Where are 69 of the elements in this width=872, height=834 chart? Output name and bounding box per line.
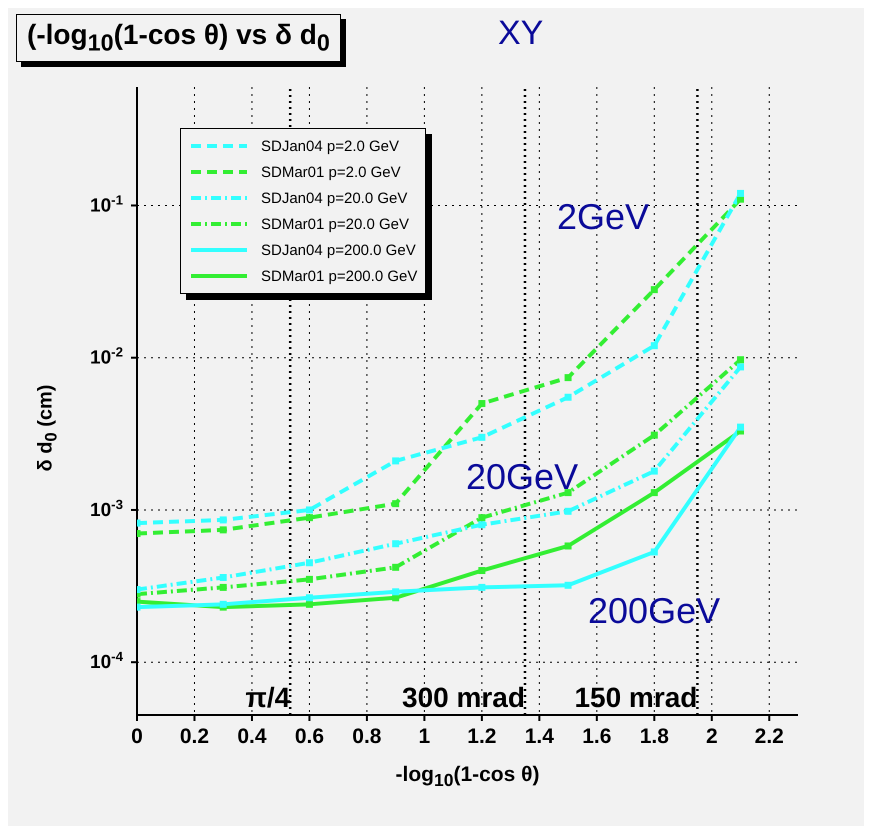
legend-label: SDJan04 p=200.0 GeV bbox=[261, 242, 416, 258]
point bbox=[478, 400, 486, 408]
ref-line-label: 300 mrad bbox=[402, 682, 525, 713]
point bbox=[737, 190, 744, 197]
y-tick-label: 10$^{-1}$ bbox=[90, 192, 124, 216]
point bbox=[650, 468, 658, 475]
point bbox=[650, 548, 658, 556]
point bbox=[306, 594, 313, 602]
annotation: 2GeV bbox=[557, 196, 650, 238]
point bbox=[306, 600, 313, 608]
point bbox=[306, 576, 313, 583]
x-tick-label: 0.2 bbox=[180, 725, 210, 748]
legend-label: SDMar01 p=2.0 GeV bbox=[261, 164, 401, 180]
x-tick-label: 0.4 bbox=[237, 725, 267, 748]
point bbox=[392, 500, 400, 508]
point bbox=[650, 432, 658, 439]
point bbox=[220, 526, 227, 534]
y-tick-label: 10$^{-4}$ bbox=[90, 648, 124, 674]
ref-line-label: 150 mrad bbox=[574, 682, 698, 713]
point bbox=[564, 394, 572, 401]
x-tick-label: 2 bbox=[706, 725, 718, 748]
point bbox=[650, 286, 658, 294]
point bbox=[392, 564, 400, 571]
x-tick-label: 0.6 bbox=[294, 725, 324, 748]
point bbox=[220, 584, 227, 591]
point bbox=[650, 489, 658, 496]
point bbox=[306, 559, 313, 566]
point bbox=[392, 540, 400, 548]
point bbox=[392, 457, 400, 464]
point bbox=[220, 516, 227, 524]
point bbox=[737, 424, 744, 431]
x-tick-label: 0 bbox=[131, 725, 143, 748]
point bbox=[220, 574, 227, 582]
point bbox=[306, 514, 313, 522]
point bbox=[478, 434, 486, 441]
x-tick-label: 1.8 bbox=[640, 725, 670, 748]
x-axis-title: -log$_{10}$(1-cos θ) bbox=[394, 763, 540, 792]
point bbox=[478, 521, 486, 528]
point bbox=[564, 542, 572, 550]
point bbox=[478, 514, 486, 522]
x-tick-label: 1.2 bbox=[467, 725, 496, 748]
point bbox=[392, 588, 400, 596]
point bbox=[564, 489, 572, 496]
legend-label: SDMar01 p=200.0 GeV bbox=[261, 268, 418, 284]
x-tick-label: 1 bbox=[418, 725, 431, 748]
x-tick-label: 0.8 bbox=[352, 725, 382, 748]
x-tick-label: 2.2 bbox=[754, 725, 784, 748]
legend-label: SDJan04 p=20.0 GeV bbox=[261, 190, 408, 206]
annotation: 20GeV bbox=[466, 456, 578, 498]
legend-label: SDMar01 p=20.0 GeV bbox=[261, 216, 410, 232]
point bbox=[650, 342, 658, 350]
point bbox=[478, 584, 486, 591]
text: XY bbox=[498, 14, 544, 53]
y-tick-label: 10$^{-3}$ bbox=[90, 496, 123, 521]
x-tick-label: 1.4 bbox=[524, 725, 554, 748]
point bbox=[478, 567, 486, 574]
y-tick-label: 10$^{-2}$ bbox=[90, 344, 123, 369]
point bbox=[564, 374, 572, 382]
point bbox=[564, 508, 572, 515]
annotation: 200GeV bbox=[588, 590, 720, 632]
point bbox=[737, 356, 744, 364]
point bbox=[737, 363, 744, 370]
point bbox=[220, 600, 227, 608]
legend-label: SDJan04 p=2.0 GeV bbox=[261, 138, 400, 154]
point bbox=[564, 582, 572, 589]
point bbox=[306, 506, 313, 514]
x-tick-label: 1.6 bbox=[582, 725, 612, 748]
ref-line-label: π/4 bbox=[245, 682, 291, 713]
chart-title: (-log$_{10}$(1-cos θ) vs δ d$_{0}$ bbox=[16, 14, 341, 62]
